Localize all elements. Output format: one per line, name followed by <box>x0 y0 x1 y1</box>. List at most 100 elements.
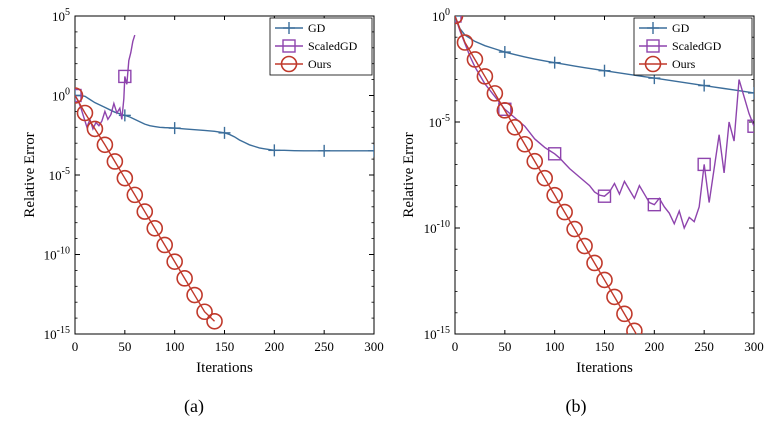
y-axis-label-a: Relative Error <box>22 132 38 217</box>
data-point-ours <box>166 253 183 270</box>
y-tick-label: 100 <box>52 87 70 104</box>
data-point-ours <box>146 219 164 237</box>
series-line-scaledgd <box>75 34 136 131</box>
data-point-ours <box>176 270 193 287</box>
legend-marker-ours <box>280 55 298 73</box>
x-tick-label: 300 <box>364 339 384 354</box>
data-point-gd <box>75 89 81 102</box>
x-ticks-b: 0 50 100 150 200 250 300 <box>452 16 764 354</box>
data-point-gd <box>598 64 611 77</box>
y-tick-label: 100 <box>432 7 450 24</box>
data-point-gd <box>368 144 374 157</box>
data-point-ours <box>466 51 484 68</box>
series-layer-a <box>75 34 374 330</box>
x-tick-label: 150 <box>215 339 235 354</box>
legend-label-gd: GD <box>308 21 326 35</box>
x-tick-label: 250 <box>694 339 714 354</box>
y-tick-label: 10-15 <box>424 325 450 342</box>
y-ticks-b: 100 10-5 10-10 10-15 <box>424 7 754 342</box>
x-tick-label: 100 <box>545 339 565 354</box>
data-point-ours <box>566 220 583 238</box>
data-point-scaledgd <box>547 147 562 161</box>
y-tick-label: 105 <box>52 7 70 24</box>
data-point-ours <box>516 135 534 153</box>
data-point-ours <box>576 237 593 255</box>
x-tick-label: 50 <box>118 339 131 354</box>
data-point-ours <box>526 152 544 170</box>
data-point-gd <box>268 144 281 157</box>
data-point-ours <box>626 322 643 334</box>
data-point-scaledgd <box>697 157 711 172</box>
panel-a: 0 50 100 150 200 250 300 10510010-510-1010-15 … <box>22 7 384 417</box>
legend-label-gd: GD <box>672 21 690 35</box>
data-point-scaledgd <box>747 119 754 133</box>
y-axis-label-b: Relative Error <box>401 132 417 217</box>
data-point-ours <box>156 236 173 254</box>
data-point-ours <box>76 104 94 122</box>
data-point-ours <box>647 357 662 372</box>
data-point-ours <box>136 203 154 220</box>
legend-marker-gd <box>283 22 295 34</box>
data-point-ours <box>126 186 144 204</box>
legend-label-ours: Ours <box>672 57 696 71</box>
y-tick-label: 10-5 <box>49 166 70 183</box>
data-point-ours <box>96 136 114 154</box>
data-point-ours <box>75 87 84 104</box>
data-point-gd <box>498 46 511 59</box>
legend-label-ours: Ours <box>308 57 332 71</box>
data-point-ours <box>496 102 514 119</box>
data-point-scaledgd <box>647 197 662 212</box>
x-axis-label-b: Iterations <box>576 360 633 376</box>
data-point-ours <box>536 169 554 187</box>
y-tick-label: 10-10 <box>44 246 70 263</box>
data-point-gd <box>548 56 561 69</box>
legend-marker-gd <box>647 22 659 34</box>
x-tick-label: 250 <box>314 339 334 354</box>
data-point-gd <box>698 79 711 92</box>
x-tick-label: 300 <box>744 339 764 354</box>
series-layer-b <box>455 16 754 372</box>
x-tick-label: 200 <box>265 339 285 354</box>
data-point-ours <box>206 312 223 330</box>
data-point-gd <box>218 126 231 139</box>
legend-marker-ours <box>644 55 662 73</box>
data-point-ours <box>616 305 633 323</box>
data-point-ours <box>186 286 203 304</box>
x-tick-label: 50 <box>498 339 511 354</box>
data-point-ours <box>486 85 504 102</box>
x-tick-label: 0 <box>72 339 79 354</box>
data-point-ours <box>196 303 213 321</box>
data-point-ours <box>556 203 573 221</box>
y-ticks-a: 105 100 10-5 10-10 10-15 <box>44 7 374 342</box>
data-point-scaledgd <box>118 69 132 84</box>
y-tick-label: 10-15 <box>44 325 70 342</box>
data-point-gd <box>318 144 331 157</box>
legend-label-scaledgd: ScaledGD <box>672 39 722 53</box>
data-point-ours <box>596 271 613 289</box>
legend-a: GD ScaledGD Ours <box>269 17 373 76</box>
legend-marker-scaledgd <box>282 39 296 53</box>
data-point-ours <box>586 254 603 272</box>
data-point-ours <box>476 68 494 85</box>
y-tick-label: 10-10 <box>424 219 450 236</box>
data-point-gd <box>748 86 754 99</box>
data-point-ours <box>506 119 524 136</box>
y-tick-label: 10-5 <box>429 113 450 130</box>
legend-marker-scaledgd <box>646 39 660 53</box>
data-point-ours <box>116 169 134 187</box>
legend-label-scaledgd: ScaledGD <box>308 39 358 53</box>
series-line-ours <box>75 95 216 322</box>
data-point-gd <box>168 122 181 135</box>
data-point-ours <box>546 186 563 204</box>
x-tick-label: 200 <box>645 339 665 354</box>
panel-label-b: (b) <box>566 396 587 417</box>
data-point-scaledgd <box>597 189 612 203</box>
x-tick-label: 0 <box>452 339 459 354</box>
data-point-ours <box>606 288 623 306</box>
data-point-scaledgd <box>75 88 82 103</box>
panel-b: 0 50 100 150 200 250 300 100 10-5 10-10 10-15 Ite… <box>401 7 764 417</box>
x-axis-label-a: Iterations <box>196 360 253 376</box>
data-point-ours <box>456 34 474 51</box>
x-tick-label: 100 <box>165 339 185 354</box>
